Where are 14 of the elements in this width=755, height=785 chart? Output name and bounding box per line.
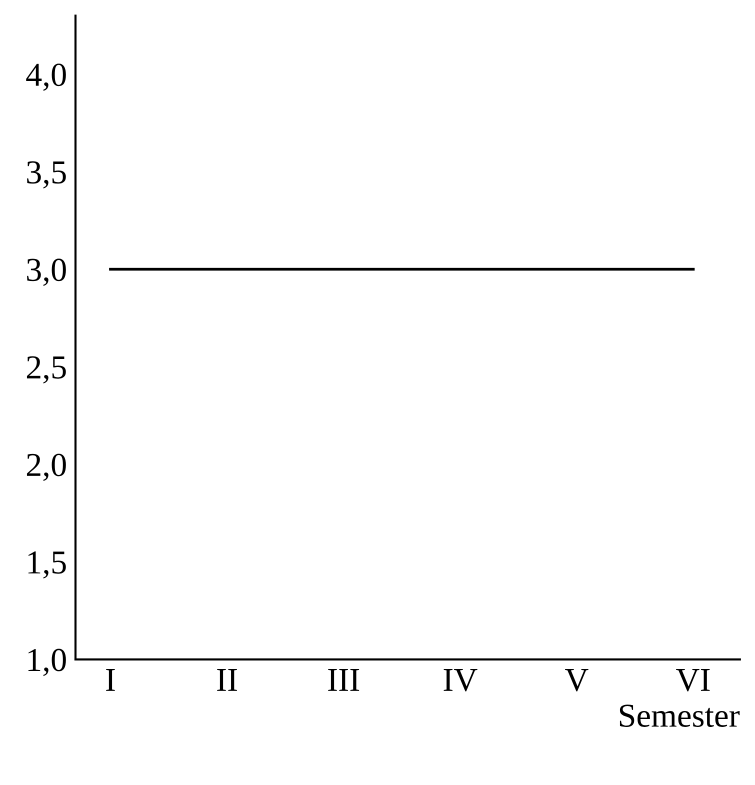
y-tick-label: 3,5: [27, 161, 66, 188]
y-tick-label: 4,0: [26, 64, 66, 91]
y-tick-label: 2,0: [26, 454, 66, 482]
x-tick-label: V: [565, 669, 588, 692]
x-tick-label: I: [106, 669, 115, 691]
x-axis-title: Semester: [620, 704, 740, 727]
y-tick-label: 1,0: [28, 648, 66, 676]
y-tick-label: 1,5: [28, 551, 66, 579]
x-tick-label: IV: [444, 669, 478, 692]
x-tick-label: III: [328, 669, 360, 691]
x-tick-label: VI: [676, 669, 710, 692]
x-tick-label: II: [217, 669, 237, 691]
y-tick-label: 3,0: [27, 258, 66, 286]
y-tick-label: 2,5: [26, 356, 66, 384]
